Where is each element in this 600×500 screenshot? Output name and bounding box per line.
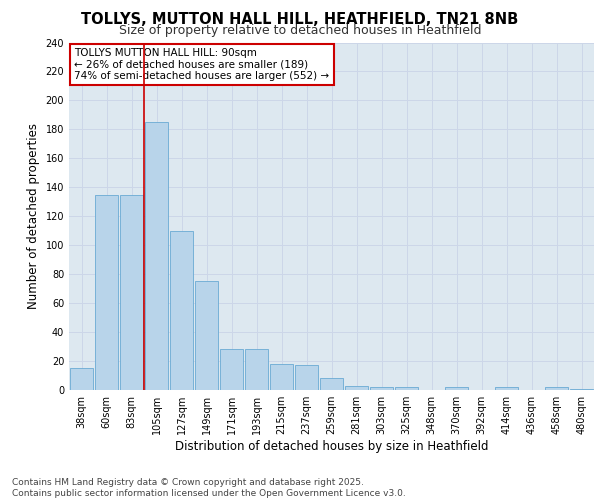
Bar bbox=[320, 378, 343, 390]
Bar bbox=[545, 387, 568, 390]
Bar bbox=[395, 387, 418, 390]
Bar bbox=[495, 387, 518, 390]
X-axis label: Distribution of detached houses by size in Heathfield: Distribution of detached houses by size … bbox=[175, 440, 488, 453]
Bar bbox=[170, 230, 193, 390]
Bar bbox=[345, 386, 368, 390]
Bar bbox=[120, 194, 143, 390]
Bar bbox=[220, 350, 243, 390]
Bar bbox=[70, 368, 93, 390]
Text: Contains HM Land Registry data © Crown copyright and database right 2025.
Contai: Contains HM Land Registry data © Crown c… bbox=[12, 478, 406, 498]
Bar bbox=[570, 388, 593, 390]
Bar bbox=[370, 387, 393, 390]
Bar bbox=[145, 122, 168, 390]
Text: Size of property relative to detached houses in Heathfield: Size of property relative to detached ho… bbox=[119, 24, 481, 37]
Bar bbox=[295, 366, 318, 390]
Bar bbox=[95, 194, 118, 390]
Bar bbox=[270, 364, 293, 390]
Bar bbox=[245, 350, 268, 390]
Bar bbox=[445, 387, 468, 390]
Bar bbox=[195, 282, 218, 390]
Text: TOLLYS, MUTTON HALL HILL, HEATHFIELD, TN21 8NB: TOLLYS, MUTTON HALL HILL, HEATHFIELD, TN… bbox=[82, 12, 518, 28]
Text: TOLLYS MUTTON HALL HILL: 90sqm
← 26% of detached houses are smaller (189)
74% of: TOLLYS MUTTON HALL HILL: 90sqm ← 26% of … bbox=[74, 48, 329, 81]
Y-axis label: Number of detached properties: Number of detached properties bbox=[27, 123, 40, 309]
